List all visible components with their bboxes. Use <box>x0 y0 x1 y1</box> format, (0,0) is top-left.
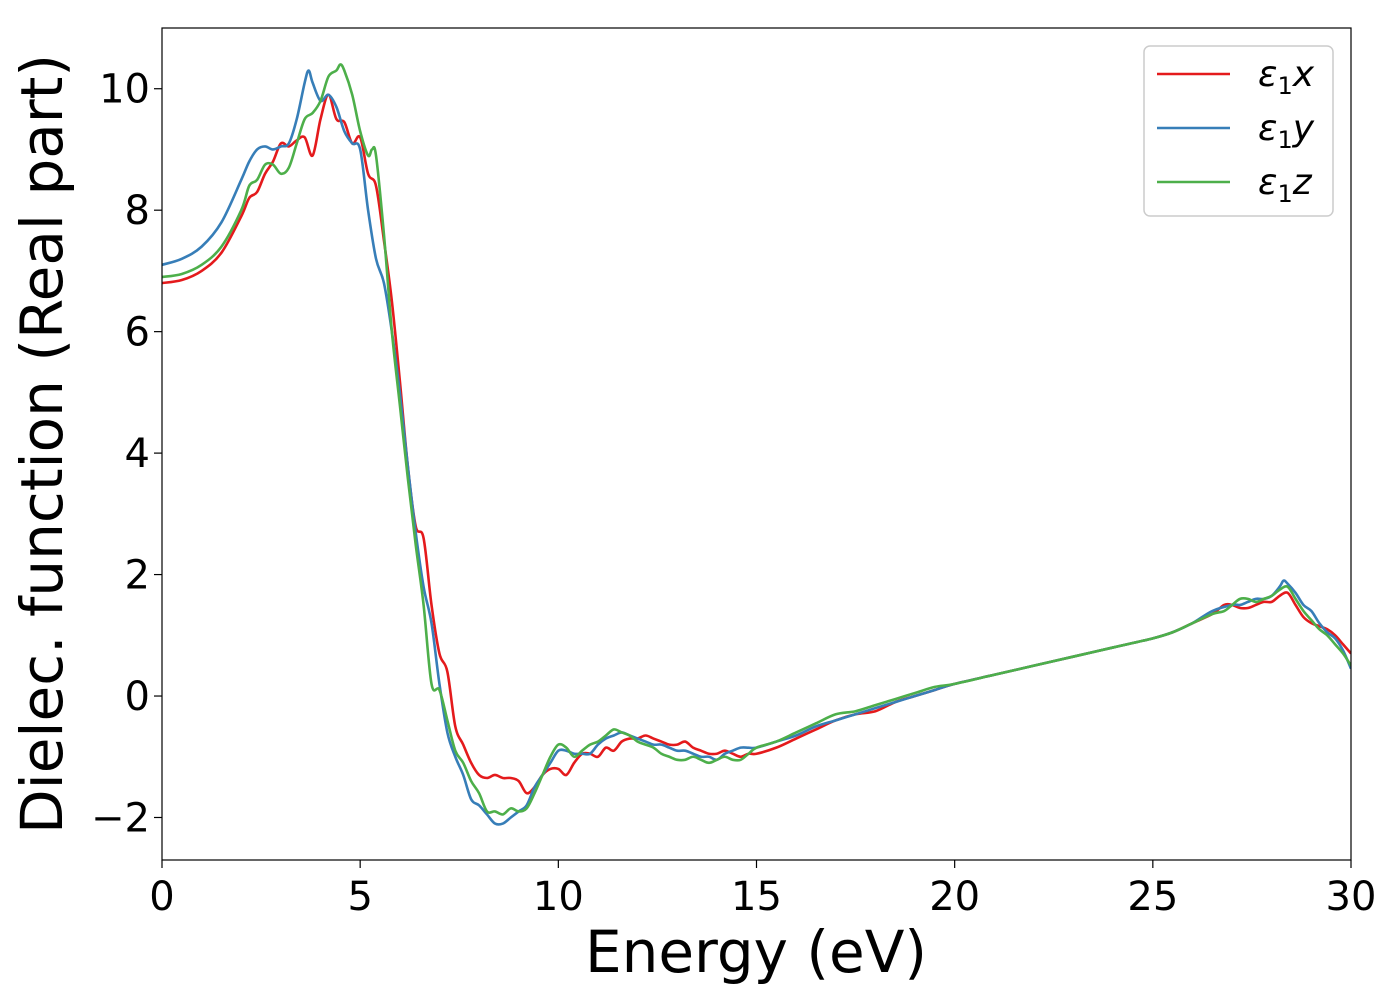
y-axis: −2 0 2 4 6 8 10 <box>91 67 162 841</box>
legend-label-y: ε1y <box>1258 108 1315 154</box>
y-tick-label: −2 <box>91 795 150 841</box>
y-tick-label: 10 <box>99 67 150 113</box>
legend-frame <box>1143 45 1334 217</box>
x-tick-label: 10 <box>533 874 584 920</box>
x-tick-label: 5 <box>347 874 372 920</box>
x-tick-label: 15 <box>731 874 782 920</box>
legend-label-z: ε1z <box>1258 162 1313 208</box>
y-tick-label: 6 <box>125 310 150 356</box>
legend-label-x: ε1x <box>1258 54 1315 100</box>
y-axis-label: Dielec. function (Real part) <box>8 54 76 834</box>
series-line-z <box>162 63 1351 816</box>
x-axis-label: Energy (eV) <box>585 918 927 986</box>
y-tick-label: 0 <box>125 674 150 720</box>
y-tick-label: 4 <box>125 431 150 477</box>
x-tick-label: 0 <box>149 874 174 920</box>
legend-entries: ε1x ε1y ε1z <box>1157 54 1315 208</box>
x-tick-label: 25 <box>1127 874 1178 920</box>
x-tick-label: 20 <box>929 874 980 920</box>
legend: ε1x ε1y ε1z <box>1143 45 1334 217</box>
series-layer <box>162 63 1351 826</box>
x-tick-label: 30 <box>1326 874 1377 920</box>
x-axis: 0 5 10 15 20 25 30 <box>149 860 1376 920</box>
y-tick-label: 2 <box>125 553 150 599</box>
y-tick-label: 8 <box>125 188 150 234</box>
